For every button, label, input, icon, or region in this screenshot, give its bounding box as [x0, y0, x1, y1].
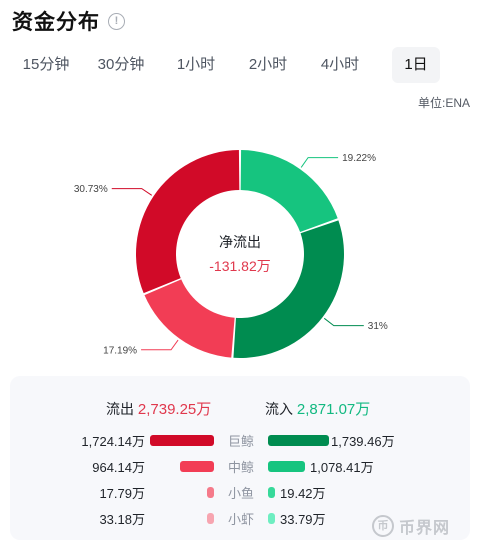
- leader-line: [111, 188, 153, 196]
- mid-whale-inflow: 1,078.41万: [310, 460, 374, 475]
- inflow-label: 流入: [265, 401, 293, 417]
- outflow-total: 2,739.25万: [137, 401, 212, 418]
- label-17-19: 17.19%: [103, 345, 137, 356]
- watermark: 币 币界网: [372, 514, 450, 538]
- whale-inflow-bar: [268, 435, 329, 446]
- small-fish-inflow: 19.42万: [280, 486, 326, 501]
- flow-summary: 流出 2,739.25万 流入 2,871.07万: [0, 398, 482, 418]
- inflow-total: 2,871.07万: [296, 401, 371, 418]
- header: 资金分布 !: [12, 6, 125, 36]
- shrimp-label: 小虾: [227, 512, 254, 527]
- mid-whale-outflow-bar: [180, 461, 214, 472]
- leader-line: [323, 317, 364, 327]
- whale-inflow: 1,739.46万: [331, 434, 395, 449]
- small-fish-outflow: 17.79万: [99, 486, 145, 501]
- coin-logo-icon: 币: [372, 515, 394, 537]
- shrimp-outflow: 33.18万: [99, 512, 145, 527]
- breakdown-row-shrimp: 33.18万 小虾 33.79万: [0, 509, 482, 529]
- breakdown-row-small-fish: 17.79万 小鱼 19.42万: [0, 483, 482, 503]
- mid-whale-outflow: 964.14万: [92, 460, 145, 475]
- tab-2h[interactable]: 2小时: [248, 56, 288, 73]
- net-flow-value: -131.82万: [209, 258, 271, 274]
- fund-donut-chart: 19.22% 31% 17.19% 30.73%: [74, 150, 388, 358]
- whale-outflow: 1,724.14万: [81, 434, 145, 449]
- page-title: 资金分布: [12, 11, 100, 34]
- unit-label: 单位:ENA: [417, 96, 470, 110]
- shrimp-outflow-bar: [207, 513, 214, 524]
- label-30-73: 30.73%: [74, 184, 108, 195]
- whale-outflow-bar: [150, 435, 214, 446]
- breakdown-row-whale: 1,724.14万 巨鲸 1,739.46万: [0, 431, 482, 451]
- tab-1d[interactable]: 1日: [392, 47, 440, 83]
- small-fish-outflow-bar: [207, 487, 214, 498]
- tab-4h[interactable]: 4小时: [320, 56, 360, 73]
- inflow-summary: 流入 2,871.07万: [265, 398, 370, 419]
- tab-30min[interactable]: 30分钟: [97, 56, 145, 73]
- breakdown-panel: [10, 376, 470, 540]
- leader-line: [300, 157, 339, 168]
- whale-label: 巨鲸: [227, 434, 254, 449]
- mid-whale-inflow-bar: [268, 461, 305, 472]
- small-fish-inflow-bar: [268, 487, 275, 498]
- net-flow-label: 净流出: [219, 234, 261, 250]
- mid-whale-label: 中鲸: [227, 460, 254, 475]
- shrimp-inflow-bar: [268, 513, 275, 524]
- info-icon[interactable]: !: [108, 12, 125, 30]
- breakdown-row-mid-whale: 964.14万 中鲸 1,078.41万: [0, 457, 482, 477]
- slice-large-whale-outflow[interactable]: [136, 150, 240, 294]
- slice-large-whale-inflow[interactable]: [240, 150, 338, 233]
- leader-line: [141, 339, 179, 351]
- label-31: 31%: [368, 321, 388, 332]
- tab-1h[interactable]: 1小时: [176, 56, 216, 73]
- label-19-22: 19.22%: [342, 153, 376, 164]
- small-fish-label: 小鱼: [227, 486, 254, 501]
- shrimp-inflow: 33.79万: [280, 512, 326, 527]
- time-tabs: 15分钟 30分钟 1小时 2小时 4小时 1日: [10, 47, 440, 83]
- outflow-summary: 流出 2,739.25万: [106, 398, 211, 419]
- slice-mid-whale-outflow[interactable]: [144, 279, 235, 358]
- outflow-label: 流出: [106, 401, 134, 417]
- donut-center: 净流出 -131.82万: [165, 232, 315, 276]
- watermark-text: 币界网: [399, 520, 451, 537]
- tab-15min[interactable]: 15分钟: [22, 56, 70, 73]
- slice-mid-whale-inflow[interactable]: [233, 220, 344, 358]
